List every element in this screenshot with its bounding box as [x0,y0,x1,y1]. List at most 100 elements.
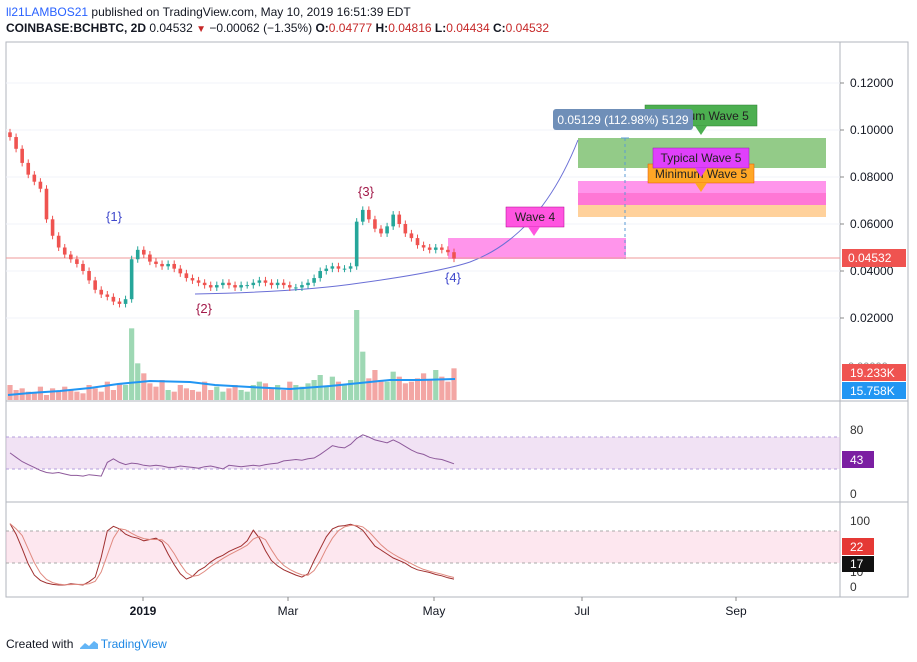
candle-body [142,249,146,255]
rsi-line [9,434,455,477]
volume-bar [299,386,305,400]
candle-body [50,219,55,236]
volume-bar [287,381,293,400]
price-tick-label: 0.08000 [850,170,894,184]
candle-body [379,228,383,234]
low-value: 0.04434 [446,21,490,35]
volume-bar [62,386,68,400]
price-change: −0.00062 (−1.35%) [209,21,313,35]
volume-bar [262,383,269,400]
volume-bar [451,368,457,400]
candle-body [300,285,304,288]
volume-tag-text: 19.233K [850,366,895,380]
volume-bar [305,383,311,400]
wave2-label: {2} [196,301,213,316]
volume-bar [408,381,415,400]
tradingview-brand-link[interactable]: TradingView [100,637,167,651]
candle-body [38,181,43,189]
candle-body [391,214,395,227]
volume-bar [311,380,317,400]
wave3-label: {3} [358,184,375,199]
candle-body [306,282,310,286]
price-axis: 0.12000 0.10000 0.08000 0.06000 0.04000 0.020… [840,76,894,325]
minimum-wave5-zone [578,205,826,217]
candle-body [190,278,195,281]
last-price: 0.04532 [149,21,193,35]
last-price-tag [842,249,906,267]
volume-bar [427,380,433,400]
ohlc-line: COINBASE:BCHBTC, 2D 0.04532 ▼ −0.00062 (… [6,20,906,38]
candle-body [75,259,79,264]
candle-body [26,162,31,175]
candle-body [69,254,73,260]
candle-body [354,221,359,267]
time-axis: 2019 Mar May Jul Sep [130,597,747,618]
author-link[interactable]: ll21LAMBOS21 [6,5,89,19]
price-tick-label: 0.02000 [850,311,894,325]
time-tick-mar: Mar [278,604,299,618]
volume-bar [43,395,50,400]
volume-bar [226,388,232,400]
volume-bar [56,391,62,400]
created-with-text: Created with [6,637,74,651]
candle-body [196,280,201,283]
volume-bar [147,383,153,400]
candle-body [367,209,371,220]
candle-body [160,263,164,267]
candle-body [214,285,219,288]
candle-body [99,289,104,295]
tradingview-logo-icon [79,640,98,649]
candle-body [257,280,262,283]
stoch-d-text: 17 [850,557,864,571]
volume-bar [323,386,329,400]
candle-body [87,271,91,281]
candle-body [166,263,170,267]
time-tick-sep: Sep [725,604,747,618]
volume-bar [275,385,281,400]
volume-bar [268,388,275,400]
volume-bar [49,388,56,400]
time-tick-may: May [423,604,446,618]
candle-body [373,219,377,229]
volume-bar [31,393,37,400]
volume-ma-line [7,378,456,396]
volume-bar [68,390,74,400]
close-label: C: [492,21,506,35]
open-label: O: [315,21,329,35]
volume-bar [354,310,360,400]
open-value: 0.04777 [328,21,373,35]
candle-body [111,296,116,302]
volume-tag [842,364,906,381]
stoch-k-tag [842,538,874,555]
candle-body [251,282,256,286]
candle-body [263,280,268,283]
candle-body [62,247,67,255]
volume-bar [390,371,396,400]
candle-body [44,188,49,220]
stoch-d-line [9,523,455,586]
price-tick-label: 0.10000 [850,123,894,137]
volume-bar [384,381,390,400]
price-tick-label: 0.06000 [850,217,894,231]
publish-line: ll21LAMBOS21 published on TradingView.co… [6,4,906,20]
candle-body [324,268,329,271]
high-value: 0.04816 [388,21,432,35]
measure-text: 0.05129 (112.98%) 5129 [557,113,689,127]
volume-bar [159,380,165,400]
volume-bar [202,381,208,400]
candle-body [415,238,420,246]
volume-bar [153,386,159,400]
wave4-callout: Wave 4 [505,206,565,236]
candle-body [178,268,183,274]
stoch-tick-0: 0 [850,580,857,594]
wave4-zone [448,238,626,259]
candle-body [56,235,61,248]
candle-body [172,263,177,269]
volume-bar [244,391,250,400]
candle-body [208,285,213,288]
volume-bar [116,383,123,400]
volume-bar [141,373,147,400]
time-tick-2019: 2019 [130,604,157,618]
volume-bar [110,390,116,400]
